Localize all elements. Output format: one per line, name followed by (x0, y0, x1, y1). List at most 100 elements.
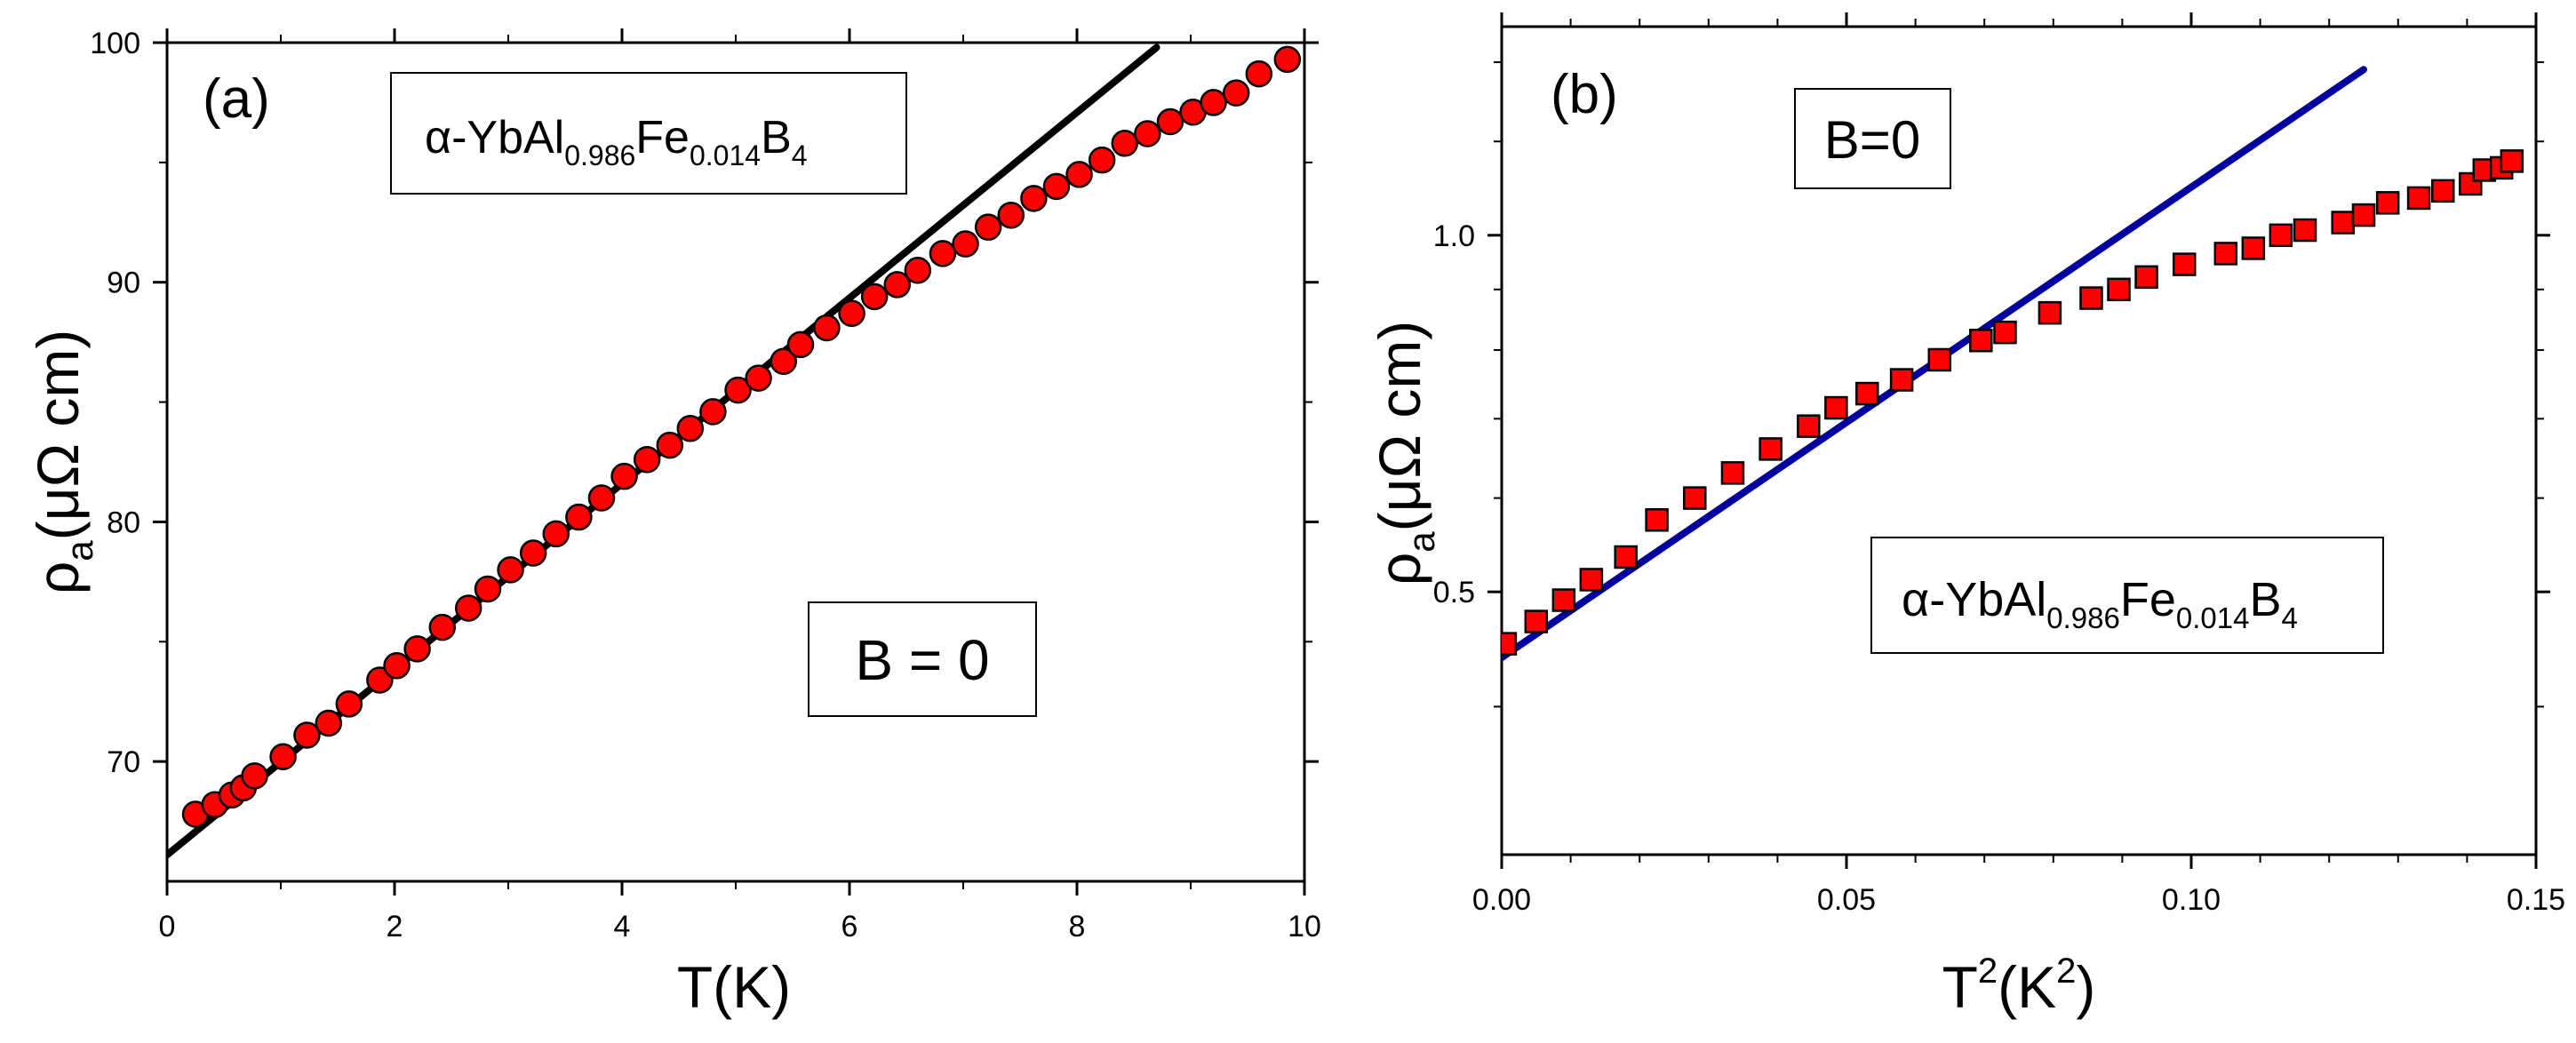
x-label-part: ) (2076, 954, 2095, 1020)
x-tick-label: 6 (841, 910, 858, 943)
data-point (1759, 437, 1782, 461)
data-point (1222, 79, 1250, 107)
data-point (1020, 185, 1048, 212)
compound-box (1870, 537, 2384, 654)
compound-part: B (761, 112, 792, 163)
compound-part: α-YbAl (425, 112, 564, 163)
data-layer (1502, 66, 2524, 662)
data-point (403, 635, 431, 663)
data-point (1683, 486, 1707, 510)
data-point (2430, 179, 2455, 203)
field-label: B=0 (1824, 110, 1920, 170)
data-point (1111, 130, 1139, 157)
y-label-part: (μΩ cm) (25, 330, 91, 541)
data-point (745, 364, 772, 392)
x-tick-label: 8 (1069, 910, 1086, 943)
x-tick-label: 0.15 (2507, 883, 2565, 917)
data-point (335, 690, 363, 718)
data-point (2213, 242, 2238, 266)
panel-label: (b) (1551, 64, 1618, 125)
data-point (2079, 286, 2103, 310)
data-point (1579, 568, 1604, 592)
y-label-subscript: a (1400, 531, 1442, 553)
data-point (1273, 45, 1302, 74)
data-point (315, 709, 343, 737)
data-point (474, 575, 502, 603)
compound-part: Fe (2120, 573, 2176, 626)
y-tick-label: 90 (107, 267, 140, 300)
data-point (2293, 218, 2317, 243)
data-point (366, 666, 394, 694)
data-point (1855, 381, 1879, 406)
data-point (2038, 300, 2062, 325)
data-point (883, 271, 912, 299)
data-point (1200, 89, 1227, 116)
data-point (997, 201, 1025, 229)
data-point (1551, 588, 1576, 612)
data-point (1042, 172, 1071, 201)
data-point (428, 613, 457, 641)
x-tick-label: 0 (159, 910, 176, 943)
data-point (1156, 107, 1184, 136)
data-point (770, 347, 798, 375)
compound-subscript: 0.014 (2176, 601, 2250, 634)
data-point (2134, 265, 2158, 290)
y-axis-label-group: ρa(μΩ cm) (25, 330, 100, 595)
y-tick-label: 70 (107, 745, 140, 779)
y-axis-label-group: ρa(μΩ cm) (1367, 321, 1442, 586)
data-point (1502, 632, 1518, 656)
data-point (2406, 186, 2431, 211)
field-box (808, 601, 1037, 717)
x-tick-label: 4 (614, 910, 631, 943)
y-tick-label: 80 (107, 506, 140, 539)
compound-label: α-YbAl0.986Fe0.014B4 (1902, 573, 2298, 634)
panel-a: 0 2 4 6 8 10708090100(a)α-YbAl0.986Fe0.014B4B… (25, 27, 1321, 1020)
data-layer (167, 44, 1302, 859)
compound-subscript: 4 (792, 139, 808, 171)
data-point (724, 376, 752, 404)
data-point (676, 414, 705, 442)
data-point (1134, 120, 1161, 147)
field-label: B = 0 (855, 628, 989, 692)
data-point (1927, 347, 1952, 372)
compound-subscript: 0.014 (690, 139, 761, 171)
compound-label: α-YbAl0.986Fe0.014B4 (425, 112, 808, 171)
x-label-superscript: 2 (1978, 951, 1998, 991)
y-label-part: ρ (25, 561, 91, 595)
data-point (383, 652, 411, 680)
y-axis-label: ρa(μΩ cm) (1367, 321, 1442, 586)
data-point (1088, 146, 1116, 174)
x-tick-label: 2 (387, 910, 403, 943)
x-tick-label: 0.05 (1817, 883, 1876, 917)
data-point (2269, 223, 2293, 248)
data-point (1614, 545, 1638, 569)
data-point (1797, 414, 1821, 438)
x-tick-label: 10 (1288, 910, 1321, 943)
data-point (1645, 508, 1669, 532)
data-point (542, 520, 570, 548)
y-tick-label: 0.5 (1433, 576, 1475, 609)
data-point (2331, 211, 2355, 235)
compound-part: Fe (635, 112, 690, 163)
data-point (1065, 161, 1093, 188)
data-point (1720, 461, 1745, 485)
data-point (1245, 60, 1273, 88)
data-point (786, 330, 815, 359)
x-tick-label: 0.00 (1472, 883, 1531, 917)
data-point (269, 743, 297, 770)
data-point (904, 256, 932, 284)
field-box (1794, 88, 1951, 189)
compound-box (390, 72, 907, 195)
data-point (2172, 252, 2197, 276)
data-point (1824, 395, 1848, 420)
compound-part: α-YbAl (1902, 573, 2046, 626)
data-point (610, 462, 638, 490)
data-point (656, 431, 684, 459)
data-point (2375, 191, 2400, 215)
panel-b: 0.00 0.05 0.10 0.15 0.5 1.0 (b) α-YbAl0.986Fe0.… (1367, 12, 2565, 1020)
data-point (813, 314, 841, 342)
y-label-subscript: a (59, 540, 100, 561)
data-point (2241, 236, 2266, 260)
